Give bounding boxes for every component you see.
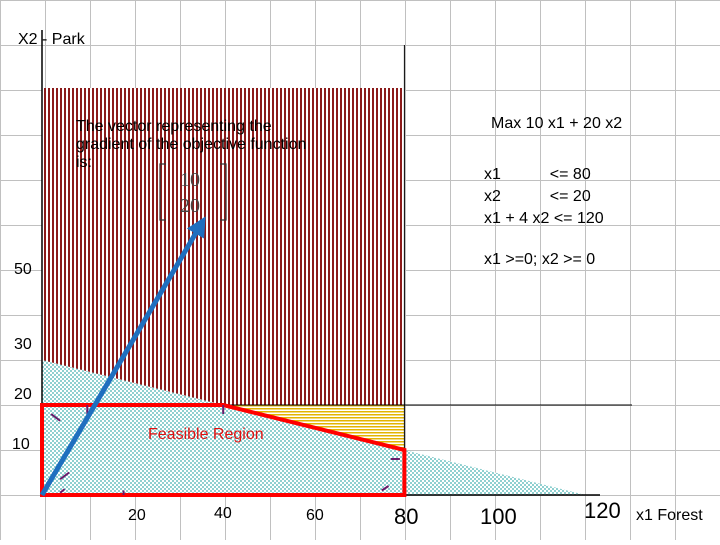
y-axis-label: X2 - Park — [18, 31, 85, 48]
x-tick-label: 80 — [394, 504, 419, 529]
vertex-tick — [59, 488, 66, 494]
vertex-tick — [59, 471, 70, 481]
constraint-3: x1 + 4 x2 <= 120 — [484, 210, 604, 227]
infeasible-hatched-region — [42, 88, 404, 405]
y-tick-label: 20 — [14, 386, 32, 403]
y-tick-label: 50 — [14, 261, 32, 278]
y-tick-label: 30 — [14, 336, 32, 353]
objective-function: Max 10 x1 + 20 x2 — [491, 115, 623, 132]
y-tick-label: 10 — [12, 436, 30, 453]
x-tick-label: 100 — [480, 504, 517, 529]
vertex-tick — [50, 413, 61, 422]
constraint-2: x2 <= 20 — [484, 188, 591, 205]
feasible-region-label: Feasible Region — [148, 426, 264, 443]
x-tick-label: 120 — [584, 498, 621, 523]
matrix-brackets — [159, 163, 227, 221]
feasible-region-boundary — [40, 403, 407, 497]
gradient-vector-matrix: 10 20 — [158, 162, 228, 222]
x-axis-label: x1 Forest — [636, 507, 703, 524]
gradient-note: The vector representing the gradient of … — [76, 118, 307, 171]
x-tick-label: 60 — [306, 507, 324, 524]
vertex-tick — [381, 485, 390, 492]
constraint-1: x1 <= 80 — [484, 166, 591, 183]
gradient-arrow — [39, 216, 206, 497]
vector-component-2: 20 — [180, 195, 200, 217]
nonnegativity-constraint: x1 >=0; x2 >= 0 — [484, 251, 596, 268]
marks — [39, 216, 407, 497]
x-tick-label: 40 — [214, 505, 232, 522]
x-tick-label: 20 — [128, 507, 146, 524]
vector-component-1: 10 — [180, 169, 200, 191]
